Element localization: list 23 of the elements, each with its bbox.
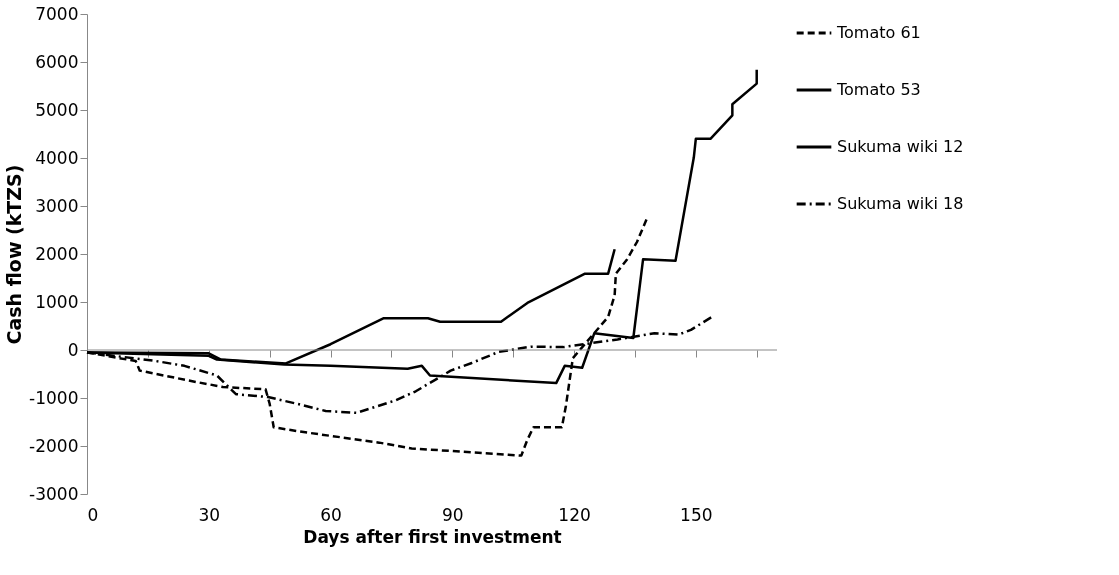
y-tick-label: -1000 (29, 387, 79, 408)
x-axis-title: Days after first investment (303, 526, 562, 547)
y-tick-label: 3000 (35, 195, 79, 216)
x-tick-label: 60 (320, 504, 342, 525)
x-tick-label: 0 (87, 504, 99, 525)
y-tick-label: 7000 (35, 3, 79, 24)
x-tick-label: 90 (441, 504, 464, 525)
y-tick-label: 0 (67, 339, 79, 360)
y-tick-label: 4000 (35, 147, 79, 168)
x-tick-label: 150 (680, 504, 713, 525)
y-tick-label: 5000 (35, 99, 79, 120)
y-tick-label: -2000 (29, 435, 79, 456)
y-tick-label: 1000 (35, 291, 79, 312)
legend-label: Tomato 61 (836, 23, 921, 42)
legend-label: Sukuma wiki 18 (837, 194, 964, 213)
y-tick-label: 6000 (35, 51, 79, 72)
y-axis-title: Cash flow (kTZS) (3, 164, 26, 345)
legend-label: Tomato 53 (836, 80, 921, 99)
legend-label: Sukuma wiki 12 (837, 137, 964, 156)
x-tick-label: 120 (558, 504, 591, 525)
y-tick-label: 2000 (35, 243, 79, 264)
x-tick-label: 30 (198, 504, 221, 525)
y-tick-label: -3000 (29, 483, 79, 504)
